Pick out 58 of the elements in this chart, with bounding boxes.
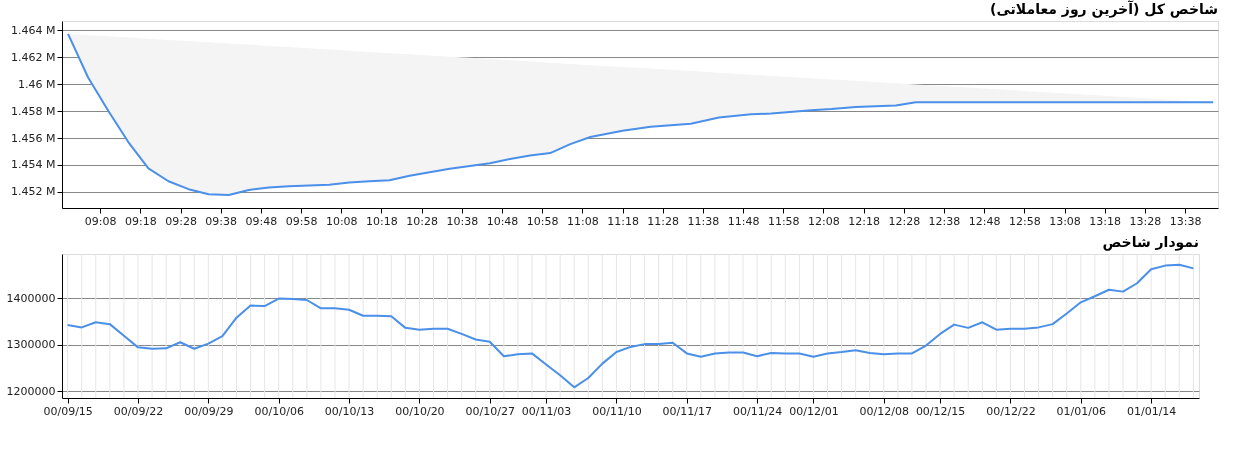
- x-tick-label: 10:38: [446, 214, 479, 228]
- line-series: [66, 263, 1195, 389]
- x-tick-label: 13:08: [1049, 214, 1081, 228]
- x-tick-label: 01/01/06: [1056, 404, 1106, 418]
- x-tick-label: 09:38: [205, 214, 238, 228]
- x-tick-label: 10:18: [366, 214, 398, 228]
- x-tick-label: 00/09/22: [113, 404, 164, 418]
- x-tick-label: 00/11/17: [662, 404, 712, 418]
- x-tick-label: 00/09/15: [43, 404, 93, 418]
- x-tick-label: 00/12/22: [986, 404, 1036, 418]
- x-tick-label: 13:18: [1089, 214, 1122, 228]
- x-tick-label: 00/12/15: [915, 404, 966, 418]
- y-tick-label: 1.454 M: [11, 158, 56, 172]
- x-tick-label: 00/12/01: [789, 404, 839, 418]
- x-tick-label: 00/09/29: [184, 404, 234, 418]
- x-tick-label: 12:08: [808, 214, 840, 228]
- chart-title: شاخص کل (آخرین روز معاملاتی): [990, 0, 1218, 18]
- x-tick-label: 00/11/03: [521, 404, 572, 418]
- x-tick-label: 11:28: [647, 214, 680, 228]
- y-tick-label: 1.456 M: [11, 131, 56, 145]
- x-tick-label: 11:58: [767, 214, 800, 228]
- x-tick-label: 09:58: [285, 214, 318, 228]
- chart-title: نمودار شاخص: [1102, 233, 1199, 251]
- x-tick-label: 10:48: [486, 214, 519, 228]
- x-tick-label: 01/01/14: [1126, 404, 1177, 418]
- x-tick-label: 09:18: [125, 214, 157, 228]
- x-tick-label: 11:38: [687, 214, 720, 228]
- x-tick-label: 12:18: [848, 214, 880, 228]
- x-tick-label: 00/10/27: [465, 404, 515, 418]
- y-tick-label: 1300000: [6, 338, 56, 352]
- x-tick-label: 12:28: [888, 214, 921, 228]
- x-tick-label: 11:48: [727, 214, 760, 228]
- y-tick-label: 1.458 M: [11, 104, 56, 118]
- x-tick-label: 12:38: [928, 214, 961, 228]
- y-tick-label: 1400000: [6, 291, 56, 305]
- x-tick-label: 10:08: [325, 214, 358, 228]
- x-tick-label: 10:28: [406, 214, 438, 228]
- x-tick-label: 00/10/06: [254, 404, 304, 418]
- x-tick-label: 11:18: [607, 214, 639, 228]
- x-tick-label: 00/10/13: [324, 404, 375, 418]
- x-tick-label: 09:48: [245, 214, 278, 228]
- y-tick-label: 1200000: [6, 384, 56, 398]
- x-tick-label: 00/11/24: [732, 404, 783, 418]
- x-tick-label: 00/10/20: [395, 404, 445, 418]
- y-tick-label: 1.452 M: [11, 185, 56, 199]
- x-tick-label: 00/11/10: [592, 404, 642, 418]
- x-tick-label: 09:08: [84, 214, 117, 228]
- x-tick-label: 10:58: [526, 214, 559, 228]
- x-tick-label: 11:08: [566, 214, 599, 228]
- x-tick-label: 09:28: [165, 214, 197, 228]
- x-tick-label: 12:58: [1008, 214, 1041, 228]
- x-tick-label: 13:28: [1129, 214, 1162, 228]
- y-tick-label: 1.462 M: [11, 50, 56, 64]
- y-tick-label: 1.464 M: [11, 23, 56, 37]
- x-tick-label: 00/12/08: [859, 404, 909, 418]
- y-tick-label: 1.46 M: [18, 77, 56, 91]
- x-tick-label: 13:38: [1169, 214, 1202, 228]
- x-tick-label: 12:48: [968, 214, 1001, 228]
